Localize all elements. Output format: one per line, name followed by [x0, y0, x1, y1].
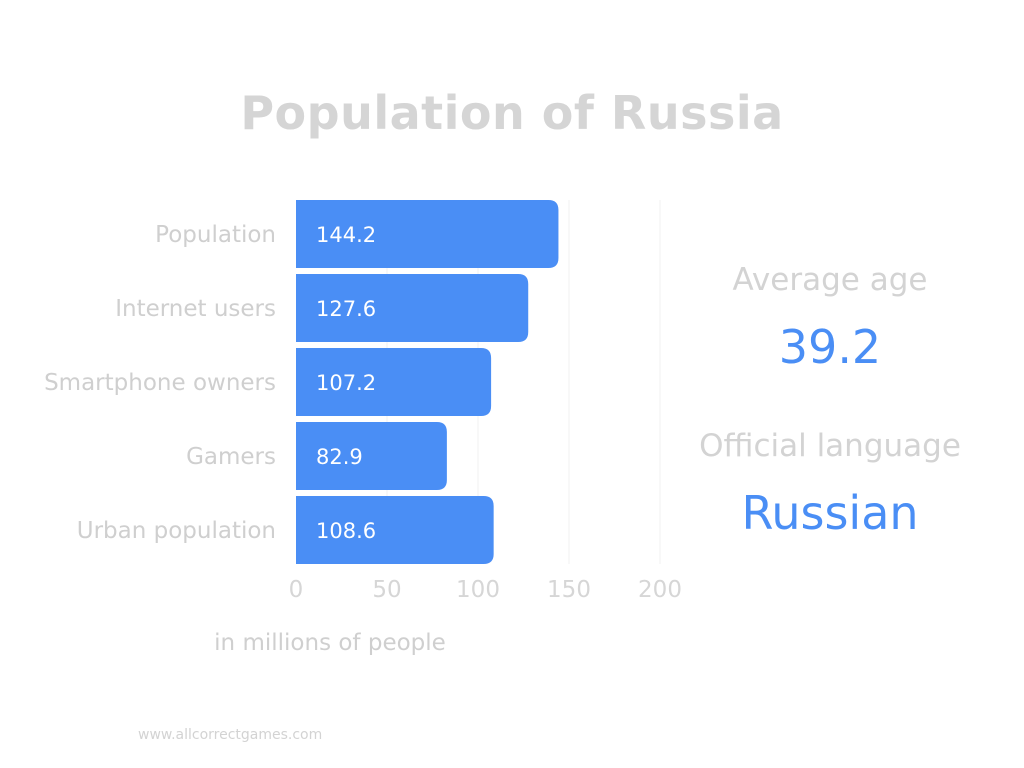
bar [296, 348, 492, 416]
source-footer: www.allcorrectgames.com [138, 727, 323, 743]
category-label: Smartphone owners [44, 370, 276, 396]
bar [296, 274, 529, 342]
labels: 0 50 100 150 200 144.2 Population 127.6 Internet… [44, 222, 682, 603]
average-age-label: Average age [732, 262, 928, 298]
bar [296, 496, 494, 564]
category-label: Population [155, 222, 276, 248]
category-label: Urban population [77, 518, 276, 544]
bar-value-label: 82.9 [316, 445, 363, 469]
bar [296, 422, 447, 490]
x-tick-label: 200 [638, 577, 682, 603]
bar-value-label: 107.2 [316, 371, 376, 395]
x-tick-label: 100 [456, 577, 500, 603]
official-language-label: Official language [699, 428, 961, 464]
x-tick-label: 150 [547, 577, 591, 603]
category-label: Internet users [115, 296, 276, 322]
bar [296, 200, 559, 268]
x-axis-unit-label: in millions of people [214, 630, 446, 656]
x-tick-label: 0 [289, 577, 304, 603]
chart-title: Population of Russia [240, 86, 784, 140]
official-language-value: Russian [741, 486, 919, 540]
bar-value-label: 127.6 [316, 297, 376, 321]
bar-value-label: 144.2 [316, 223, 376, 247]
category-label: Gamers [186, 444, 276, 470]
bars [296, 200, 559, 564]
average-age-value: 39.2 [778, 320, 882, 374]
bar-value-label: 108.6 [316, 519, 376, 543]
x-tick-label: 50 [372, 577, 401, 603]
